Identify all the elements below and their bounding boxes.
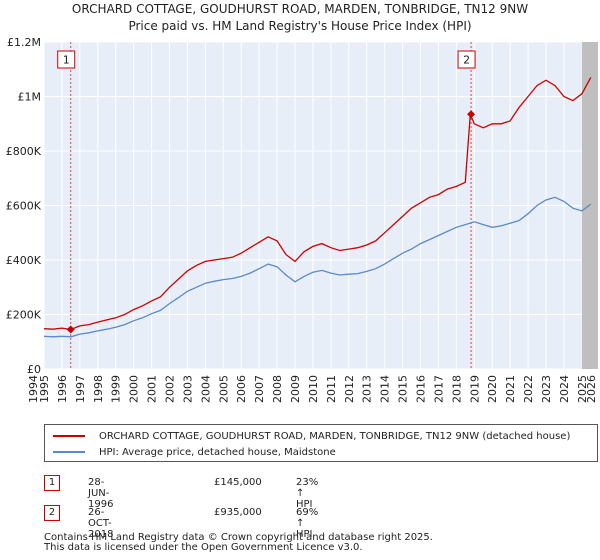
x-tick-label: 2004 [199,375,212,403]
x-tick-label: 2006 [235,375,248,403]
footer-licence: This data is licensed under the Open Gov… [44,542,363,553]
x-tick-label: 2003 [181,375,194,403]
chart-subtitle: Price paid vs. HM Land Registry's House … [128,19,471,33]
x-tick-label: 2001 [146,375,159,403]
x-tick-label: 2005 [217,375,230,403]
x-tick-label: 1996 [56,375,69,403]
legend: ORCHARD COTTAGE, GOUDHURST ROAD, MARDEN,… [44,424,598,462]
x-tick-label: 2016 [415,375,428,403]
transaction-price: £935,000 [214,507,262,518]
sale-badge [457,50,476,69]
hpi-series-line [43,196,592,338]
x-tick-label: 2017 [432,375,445,403]
price-series-line [43,77,592,331]
y-tick-label: £0 [27,363,41,376]
price-chart: ORCHARD COTTAGE, GOUDHURST ROAD, MARDEN,… [6,2,598,403]
transaction-price: £145,000 [214,477,262,488]
x-tick-label: 1997 [74,375,87,403]
transaction-date: 28-JUN-1996 [88,477,114,510]
x-tick-label: 2012 [343,375,356,403]
x-tick-label: 2019 [468,375,481,403]
x-tick-label: 2018 [450,375,463,403]
x-tick-label: 2022 [522,375,535,403]
y-tick-label: £600K [6,200,42,213]
sale-badge [57,50,76,69]
x-tick-label: 2021 [504,375,517,403]
x-tick-label: 1998 [92,375,105,403]
y-tick-label: £200K [6,309,42,322]
x-tick-label: 1994 [27,375,40,403]
transaction-badge: 1 [44,475,60,491]
x-tick-label: 2023 [540,375,553,403]
y-tick-label: £400K [6,254,42,267]
x-tick-label: 2000 [128,375,141,403]
x-tick-label: 1999 [110,375,123,403]
x-tick-label: 2026 [585,375,598,403]
y-tick-label: £800K [6,145,42,158]
y-tick-label: £1M [18,91,42,104]
y-axis-ticks: £0 £200K £400K £600K £800K £1M £1.2M [6,36,42,376]
y-tick-label: £1.2M [7,36,41,49]
sale-points [66,110,476,334]
sale-badge-label: 2 [463,54,470,67]
x-tick-label: 2025 [576,375,589,403]
chart-title: ORCHARD COTTAGE, GOUDHURST ROAD, MARDEN,… [72,2,528,16]
x-tick-label: 2002 [164,375,177,403]
x-tick-label: 2015 [397,375,410,403]
x-tick-label: 2011 [325,375,338,403]
legend-swatch-hpi [53,451,85,453]
x-tick-label: 2009 [289,375,302,403]
x-tick-label: 2008 [271,375,284,403]
transaction-date: 26-OCT-2018 [88,507,114,540]
legend-item-price: ORCHARD COTTAGE, GOUDHURST ROAD, MARDEN,… [53,428,570,444]
sale-point [467,110,476,119]
x-tick-label: 2020 [486,375,499,403]
x-tick-label: 2010 [307,375,320,403]
sale-point [66,325,75,334]
transaction-badge: 2 [44,505,60,521]
legend-label-price: ORCHARD COTTAGE, GOUDHURST ROAD, MARDEN,… [99,430,571,442]
x-tick-label: 2013 [361,375,374,403]
transaction-hpi-change: 69% ↑ HPI [296,507,319,540]
sale-badge-label: 1 [63,54,70,67]
x-tick-label: 2007 [253,375,266,403]
grid-lines [43,41,598,370]
legend-label-hpi: HPI: Average price, detached house, Maid… [99,446,336,458]
x-tick-label: 2014 [379,375,392,403]
sale-marker-lines [70,42,472,369]
x-tick-label: 1995 [38,375,51,403]
footer-copyright: Contains HM Land Registry data © Crown c… [44,532,433,543]
x-tick-label: 2024 [558,375,571,403]
legend-swatch-price [53,435,85,437]
legend-item-hpi: HPI: Average price, detached house, Maid… [53,444,336,460]
transaction-hpi-change: 23% ↑ HPI [296,477,319,510]
